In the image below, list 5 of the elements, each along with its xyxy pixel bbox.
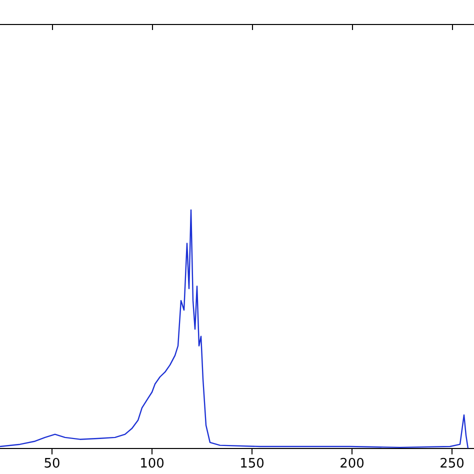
- x-tick-label: 250: [440, 456, 464, 472]
- x-tick-label: 50: [44, 456, 60, 472]
- x-tick-label: 200: [340, 456, 364, 472]
- x-tick-label: 150: [240, 456, 264, 472]
- x-tick-label: 100: [140, 456, 164, 472]
